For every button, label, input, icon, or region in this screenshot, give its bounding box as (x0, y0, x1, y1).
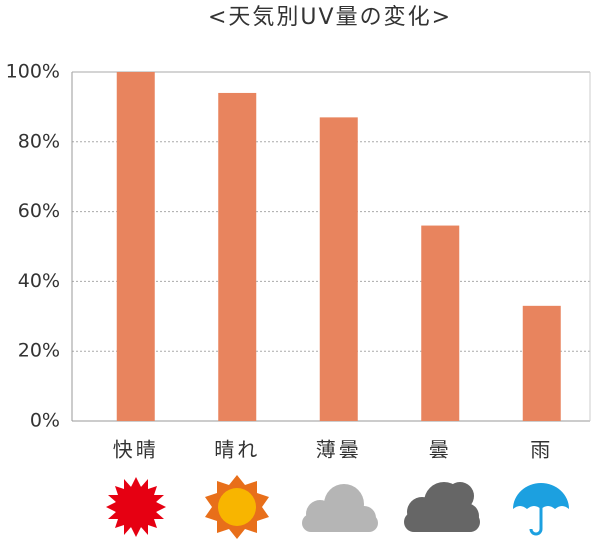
x-tick-label: 快晴 (113, 438, 159, 462)
x-tick-label: 薄曇 (316, 438, 362, 462)
icon-rain (513, 483, 569, 536)
icon-thin-cloud (302, 484, 378, 532)
x-tick-label: 雨 (530, 438, 553, 462)
chart-title: <天気別UV量の変化> (208, 5, 452, 30)
y-tick-label: 100% (6, 61, 60, 83)
y-tick-label: 40% (18, 270, 60, 292)
bar (116, 72, 155, 421)
y-tick-label: 80% (18, 130, 60, 152)
icon-cloud (404, 482, 480, 532)
bar (522, 305, 561, 421)
weather-icons (106, 475, 569, 539)
bar (421, 225, 460, 421)
y-tick-label: 60% (18, 200, 60, 222)
icon-clear (106, 477, 166, 537)
x-tick-label: 晴れ (214, 438, 260, 462)
y-tick-label: 0% (30, 410, 60, 432)
icon-sunny (205, 475, 269, 539)
y-tick-label: 20% (18, 340, 60, 362)
bar (319, 117, 358, 422)
x-tick-label: 曇 (429, 438, 452, 462)
bar (218, 92, 257, 421)
